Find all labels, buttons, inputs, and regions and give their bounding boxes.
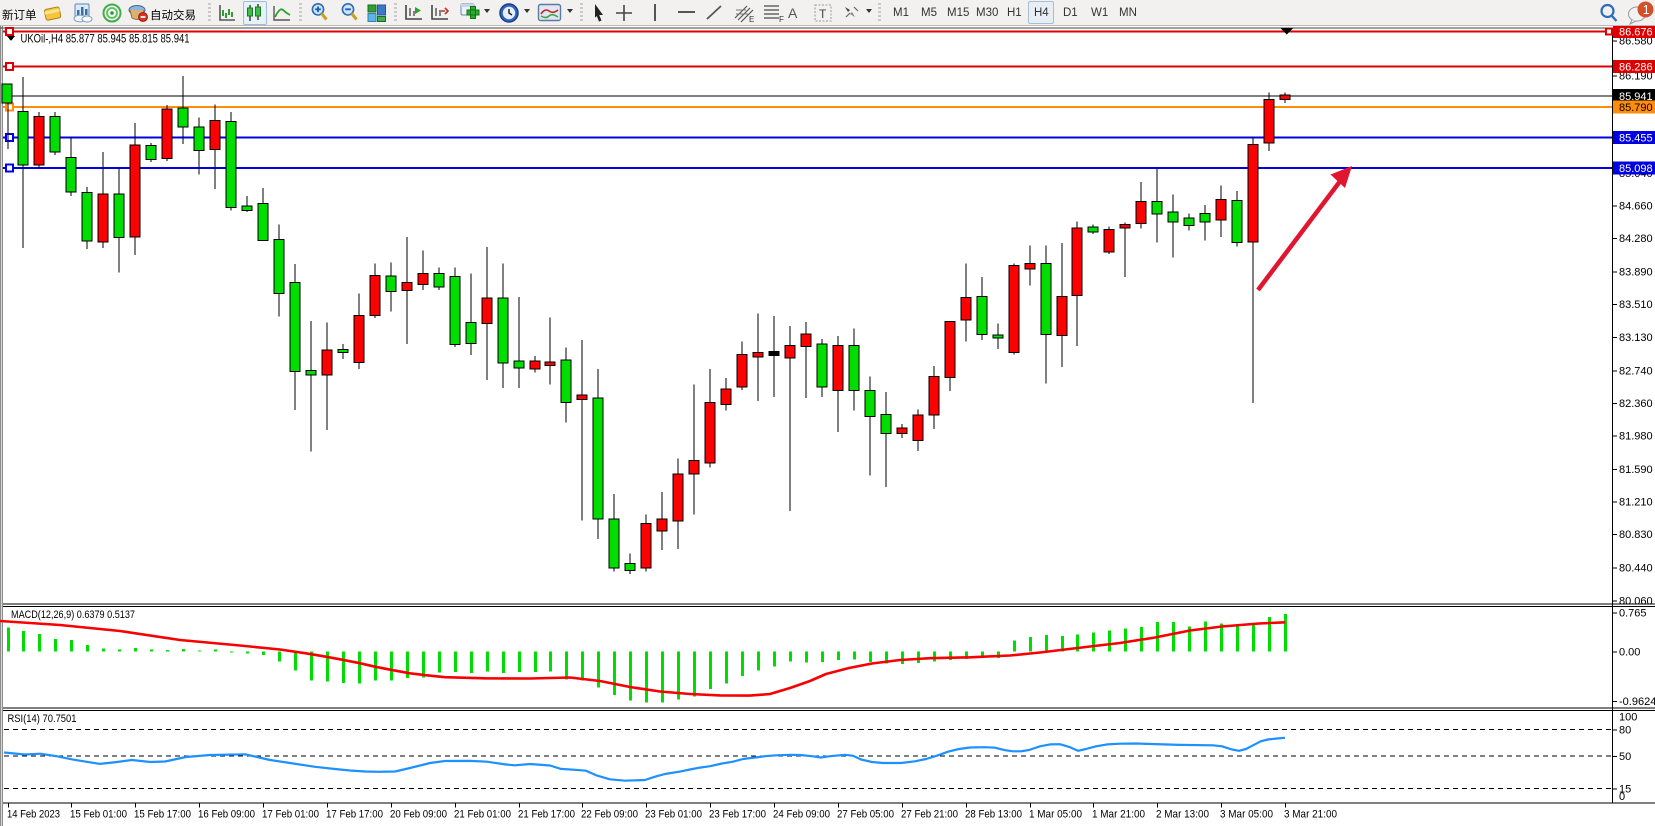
svg-text:T: T xyxy=(819,7,827,21)
svg-text:84.280: 84.280 xyxy=(1619,233,1653,245)
svg-text:85.098: 85.098 xyxy=(1619,163,1653,175)
svg-text:2 Mar 13:00: 2 Mar 13:00 xyxy=(1156,809,1209,821)
svg-text:1 Mar 05:00: 1 Mar 05:00 xyxy=(1029,809,1082,821)
svg-text:80.830: 80.830 xyxy=(1619,529,1653,541)
svg-text:17 Feb 01:00: 17 Feb 01:00 xyxy=(262,809,319,821)
svg-text:0.765: 0.765 xyxy=(1619,607,1647,619)
svg-text:86.286: 86.286 xyxy=(1619,62,1653,74)
svg-text:16 Feb 09:00: 16 Feb 09:00 xyxy=(198,809,255,821)
svg-text:23 Feb 17:00: 23 Feb 17:00 xyxy=(709,809,766,821)
svg-text:86.676: 86.676 xyxy=(1619,27,1653,39)
svg-text:85.455: 85.455 xyxy=(1619,133,1653,145)
svg-text:83.510: 83.510 xyxy=(1619,299,1653,311)
svg-text:0: 0 xyxy=(1619,791,1625,803)
svg-text:80: 80 xyxy=(1619,724,1631,736)
svg-text:1 Mar 21:00: 1 Mar 21:00 xyxy=(1092,809,1145,821)
svg-text:21 Feb 01:00: 21 Feb 01:00 xyxy=(454,809,511,821)
svg-text:21 Feb 17:00: 21 Feb 17:00 xyxy=(518,809,575,821)
svg-text:23 Feb 01:00: 23 Feb 01:00 xyxy=(645,809,702,821)
svg-text:50: 50 xyxy=(1619,751,1631,763)
svg-text:RSI(14) 70.7501: RSI(14) 70.7501 xyxy=(8,713,77,725)
svg-text:-0.9624: -0.9624 xyxy=(1619,696,1655,708)
svg-text:15: 15 xyxy=(1619,784,1631,796)
svg-text:81.590: 81.590 xyxy=(1619,464,1653,476)
svg-text:0.00: 0.00 xyxy=(1619,647,1640,659)
svg-text:81.980: 81.980 xyxy=(1619,431,1653,443)
svg-text:15 Feb 17:00: 15 Feb 17:00 xyxy=(134,809,191,821)
svg-text:100: 100 xyxy=(1619,712,1637,724)
svg-text:15 Feb 01:00: 15 Feb 01:00 xyxy=(70,809,127,821)
svg-text:E: E xyxy=(749,15,754,24)
svg-text:22 Feb 09:00: 22 Feb 09:00 xyxy=(581,809,638,821)
svg-text:82.360: 82.360 xyxy=(1619,398,1653,410)
svg-text:3 Mar 05:00: 3 Mar 05:00 xyxy=(1220,809,1273,821)
svg-text:83.890: 83.890 xyxy=(1619,267,1653,279)
svg-text:3 Mar 21:00: 3 Mar 21:00 xyxy=(1284,809,1337,821)
svg-text:27 Feb 05:00: 27 Feb 05:00 xyxy=(837,809,894,821)
svg-text:20 Feb 09:00: 20 Feb 09:00 xyxy=(390,809,447,821)
svg-text:80.440: 80.440 xyxy=(1619,563,1653,575)
svg-text:1: 1 xyxy=(1643,3,1650,17)
svg-text:84.660: 84.660 xyxy=(1619,201,1653,213)
svg-text:85.941: 85.941 xyxy=(1619,91,1653,103)
svg-text:24 Feb 09:00: 24 Feb 09:00 xyxy=(773,809,830,821)
svg-text:80.060: 80.060 xyxy=(1619,595,1653,607)
svg-text:81.210: 81.210 xyxy=(1619,497,1653,509)
svg-text:83.130: 83.130 xyxy=(1619,332,1653,344)
svg-text:MACD(12,26,9) 0.6379 0.5137: MACD(12,26,9) 0.6379 0.5137 xyxy=(11,609,135,621)
svg-text:UKOil-,H4 85.877 85.945 85.81: UKOil-,H4 85.877 85.945 85.815 85.941 xyxy=(21,32,190,46)
svg-text:85.790: 85.790 xyxy=(1619,102,1653,114)
svg-text:86.190: 86.190 xyxy=(1619,71,1653,83)
svg-text:F: F xyxy=(779,15,784,23)
svg-text:17 Feb 17:00: 17 Feb 17:00 xyxy=(326,809,383,821)
svg-text:27 Feb 21:00: 27 Feb 21:00 xyxy=(901,809,958,821)
svg-text:14 Feb 2023: 14 Feb 2023 xyxy=(7,809,60,821)
svg-text:86.580: 86.580 xyxy=(1619,36,1653,48)
svg-text:28 Feb 13:00: 28 Feb 13:00 xyxy=(965,809,1022,821)
svg-text:82.740: 82.740 xyxy=(1619,365,1653,377)
